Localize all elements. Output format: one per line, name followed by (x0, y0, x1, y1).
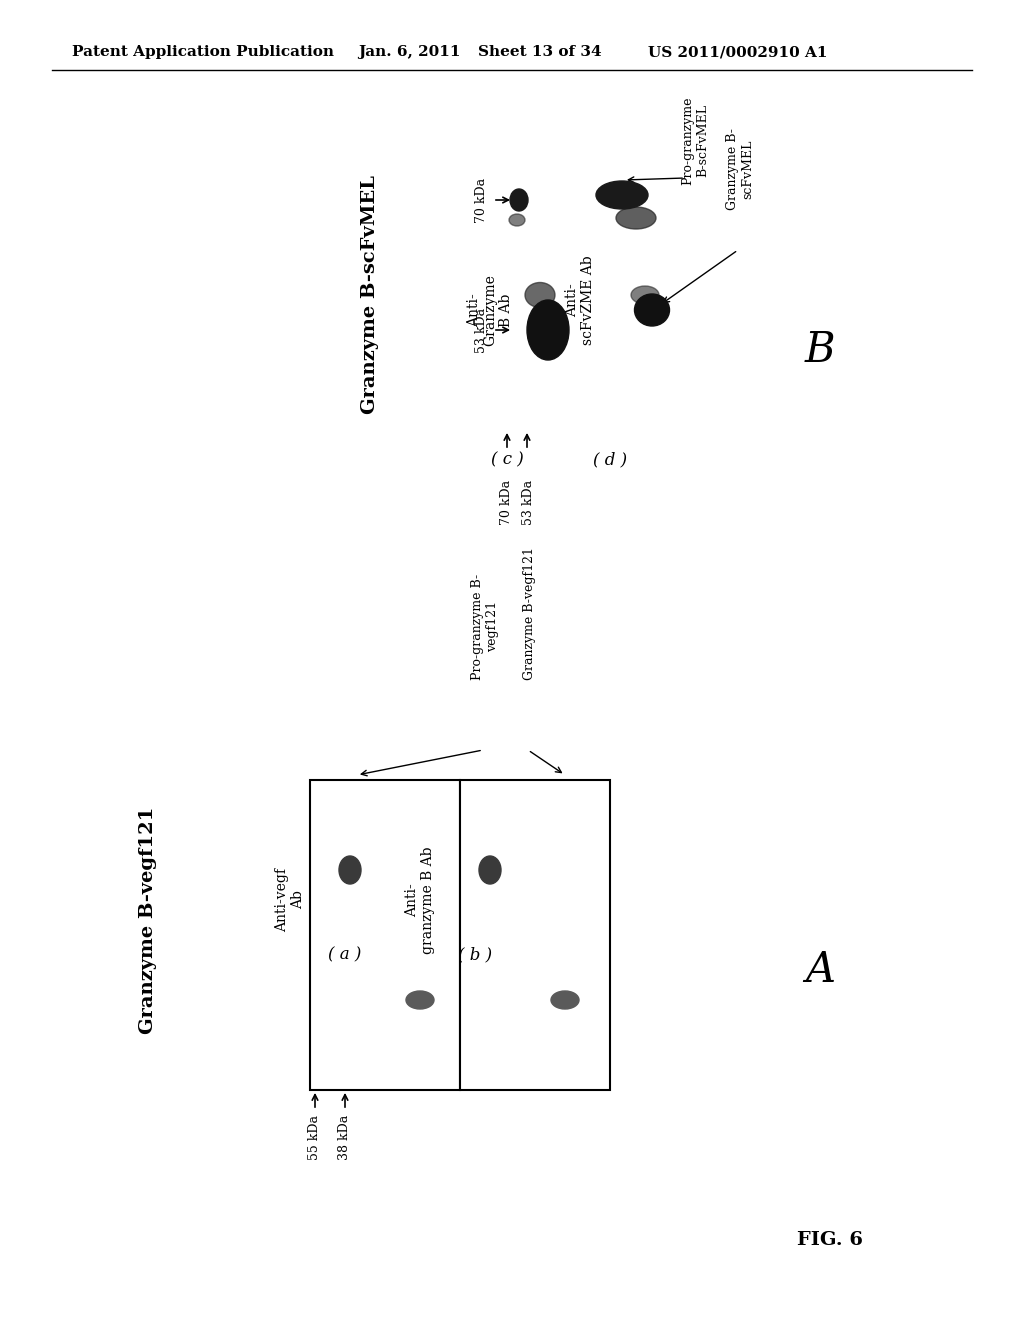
Text: Granzyme B-vegf121: Granzyme B-vegf121 (523, 546, 537, 680)
Text: FIG. 6: FIG. 6 (797, 1232, 863, 1249)
Text: 38 kDa: 38 kDa (339, 1115, 351, 1160)
Text: Pro-granzyme
B-scFvMEL: Pro-granzyme B-scFvMEL (681, 96, 709, 185)
Ellipse shape (616, 207, 656, 228)
Text: Anti-
granzyme B Ab: Anti- granzyme B Ab (404, 846, 435, 954)
Text: Anti-
Granzyme
B Ab: Anti- Granzyme B Ab (467, 275, 513, 346)
Text: ( c ): ( c ) (490, 451, 523, 469)
Text: Anti-vegf
Ab: Anti-vegf Ab (274, 869, 305, 932)
Text: ( a ): ( a ) (329, 946, 361, 964)
Text: Granzyme B-scFvMEL: Granzyme B-scFvMEL (361, 176, 379, 414)
Text: 70 kDa: 70 kDa (501, 480, 513, 525)
Ellipse shape (339, 855, 361, 884)
Text: 55 kDa: 55 kDa (308, 1115, 322, 1160)
Ellipse shape (525, 282, 555, 308)
Text: B: B (805, 329, 836, 371)
Text: 70 kDa: 70 kDa (475, 177, 488, 223)
Text: Sheet 13 of 34: Sheet 13 of 34 (478, 45, 602, 59)
Text: A: A (805, 949, 835, 991)
Text: Anti-
scFvZME Ab: Anti- scFvZME Ab (565, 255, 595, 345)
Ellipse shape (635, 294, 670, 326)
Text: 53 kDa: 53 kDa (521, 480, 535, 525)
Text: 53 kDa: 53 kDa (475, 308, 488, 352)
Text: Granzyme B-vegf121: Granzyme B-vegf121 (139, 807, 157, 1034)
Ellipse shape (479, 855, 501, 884)
Text: ( b ): ( b ) (458, 946, 493, 964)
Ellipse shape (527, 300, 569, 360)
Ellipse shape (510, 189, 528, 211)
Bar (310, 780, 460, 1090)
Text: ( d ): ( d ) (593, 451, 627, 469)
Text: Patent Application Publication: Patent Application Publication (72, 45, 334, 59)
Bar (460, 780, 610, 1090)
Text: Jan. 6, 2011: Jan. 6, 2011 (358, 45, 461, 59)
Ellipse shape (551, 991, 579, 1008)
Ellipse shape (509, 214, 525, 226)
Ellipse shape (406, 991, 434, 1008)
Text: Pro-granzyme B-
vegf121: Pro-granzyme B- vegf121 (471, 574, 499, 680)
Text: US 2011/0002910 A1: US 2011/0002910 A1 (648, 45, 827, 59)
Ellipse shape (631, 286, 659, 304)
Ellipse shape (596, 181, 648, 209)
Text: Granzyme B-
scFvMEL: Granzyme B- scFvMEL (726, 128, 754, 210)
